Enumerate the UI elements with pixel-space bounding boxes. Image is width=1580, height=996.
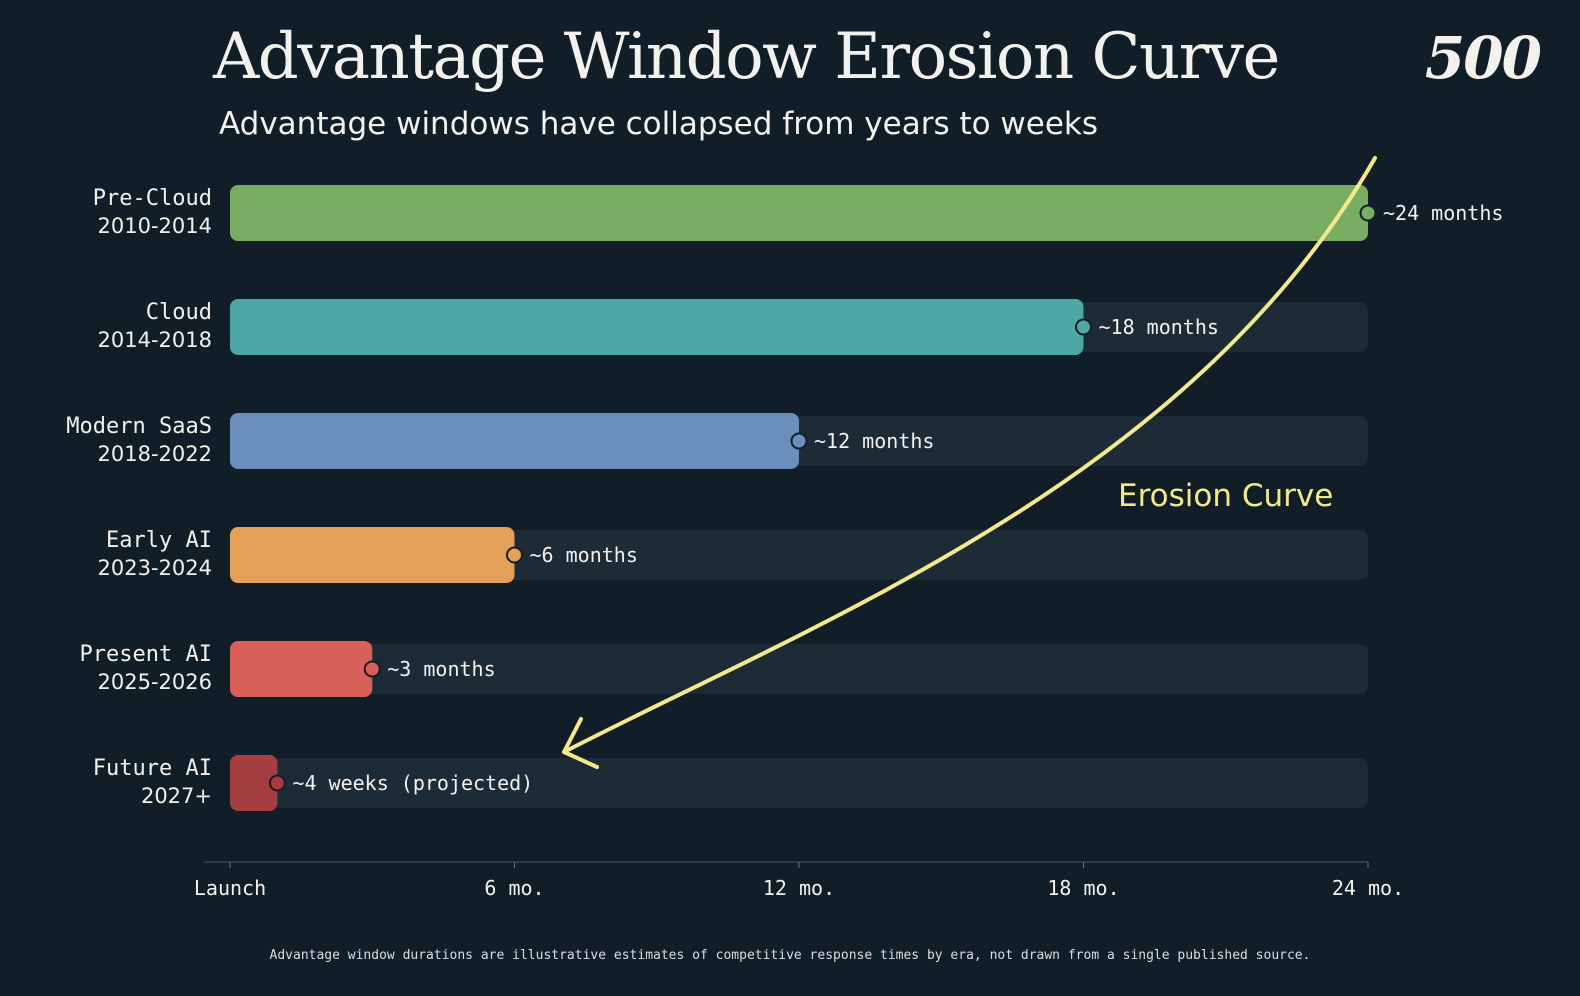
chart-title: Advantage Window Erosion Curve (213, 20, 1280, 94)
category-years: 2027+ (141, 784, 212, 808)
category-years: 2018-2022 (98, 442, 212, 466)
brand-logo: 500 (1424, 24, 1542, 92)
bar-end-dot (363, 660, 381, 678)
category-name: Future AI (93, 756, 212, 781)
value-label: ~12 months (814, 429, 934, 453)
x-tick-label: Launch (194, 876, 266, 900)
bar-end-dot (790, 432, 808, 450)
category-name: Cloud (146, 300, 212, 325)
x-tick-label: 6 mo. (484, 876, 544, 900)
value-label: ~4 weeks (projected) (292, 771, 533, 795)
bar (230, 641, 373, 697)
erosion-bar-chart: ~24 months Pre-Cloud 2010-2014 ~18 months Cl… (66, 156, 1503, 900)
bar (230, 755, 278, 811)
category-name: Early AI (106, 528, 212, 553)
bar-track (230, 758, 1368, 808)
category-years: 2023-2024 (98, 556, 212, 580)
erosion-curve-arrowhead (562, 717, 599, 769)
bar-end-dot (1075, 318, 1092, 336)
bar-track (230, 644, 1368, 694)
bar-end-dot (1359, 204, 1377, 222)
chart-subtitle: Advantage windows have collapsed from ye… (219, 106, 1099, 142)
footnote: Advantage window durations are illustrat… (269, 948, 1311, 963)
bar (230, 185, 1368, 241)
value-label: ~24 months (1383, 201, 1503, 225)
x-tick-label: 12 mo. (763, 876, 835, 900)
category-years: 2025-2026 (98, 670, 212, 694)
erosion-curve-label: Erosion Curve (1118, 478, 1333, 514)
category-name: Present AI (80, 642, 212, 667)
category-years: 2014-2018 (98, 328, 212, 352)
bar (230, 413, 799, 469)
x-tick-label: 24 mo. (1332, 876, 1404, 900)
bar-end-dot (268, 774, 286, 792)
bar (230, 299, 1084, 355)
category-name: Pre-Cloud (93, 186, 212, 211)
x-tick-label: 18 mo. (1047, 876, 1119, 900)
category-name: Modern SaaS (66, 414, 212, 439)
value-label: ~3 months (387, 657, 495, 681)
value-label: ~6 months (530, 543, 638, 567)
category-years: 2010-2014 (98, 214, 212, 238)
erosion-curve-line (562, 156, 1377, 754)
bar-end-dot (506, 546, 523, 564)
bar (230, 527, 515, 583)
value-label: ~18 months (1099, 315, 1219, 339)
